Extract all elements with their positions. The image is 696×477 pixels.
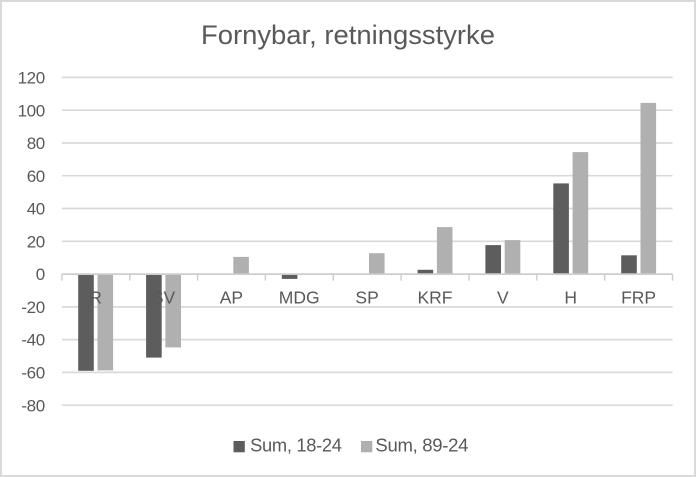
svg-text:Fornybar, retningsstyrke: Fornybar, retningsstyrke <box>201 19 495 50</box>
svg-text:SV: SV <box>152 288 176 308</box>
svg-text:AP: AP <box>220 288 243 308</box>
svg-text:H: H <box>564 288 577 308</box>
svg-text:SP: SP <box>355 288 378 308</box>
svg-text:-20: -20 <box>21 298 44 317</box>
svg-text:0: 0 <box>36 265 45 284</box>
svg-text:FRP: FRP <box>621 288 656 308</box>
svg-text:-60: -60 <box>21 364 44 383</box>
svg-text:-40: -40 <box>21 331 44 350</box>
svg-text:60: 60 <box>27 167 45 186</box>
svg-text:KRF: KRF <box>418 288 453 308</box>
svg-text:100: 100 <box>18 101 45 120</box>
svg-text:120: 120 <box>18 69 45 88</box>
svg-text:40: 40 <box>27 200 45 219</box>
svg-text:MDG: MDG <box>279 288 320 308</box>
svg-text:20: 20 <box>27 232 45 251</box>
svg-text:R: R <box>89 288 102 308</box>
svg-text:-80: -80 <box>21 396 44 415</box>
svg-text:V: V <box>497 288 509 308</box>
svg-text:Sum, 18-24: Sum, 18-24 <box>250 436 342 456</box>
svg-text:Sum, 89-24: Sum, 89-24 <box>375 436 468 456</box>
svg-text:80: 80 <box>27 134 45 153</box>
